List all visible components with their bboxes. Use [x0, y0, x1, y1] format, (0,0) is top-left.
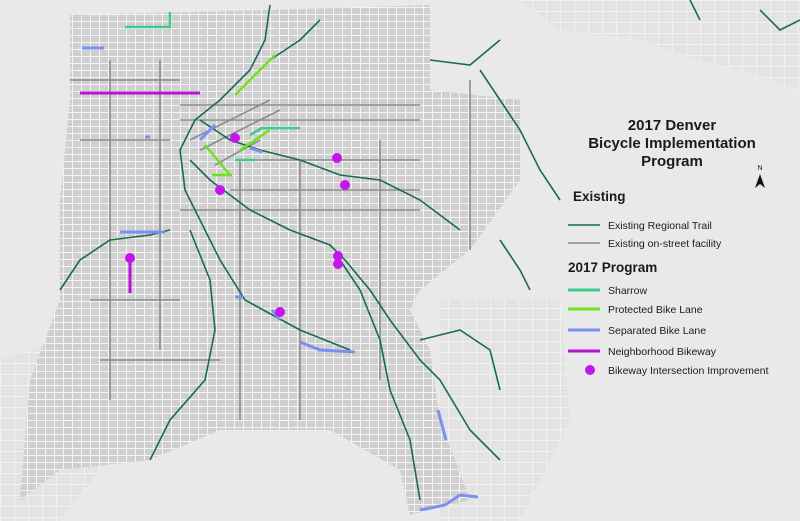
title-line: Program: [641, 153, 703, 170]
protected-bike-lane-part: [204, 54, 276, 177]
protected-bike-lane: [204, 54, 276, 177]
title-line: 2017 Denver: [628, 117, 717, 134]
regional-trail-part: [189, 159, 501, 461]
intersection-improvement-part: [333, 259, 343, 269]
sharrow: [125, 12, 300, 162]
north-arrow-icon: [755, 174, 765, 188]
suburb-part: [440, 300, 570, 521]
title: 2017 Denver Bicycle Implementation Progr…: [588, 117, 756, 170]
city-area: [20, 5, 520, 515]
intersection-improvement-part: [215, 185, 225, 195]
legend-item: Existing on-street facility: [608, 238, 722, 250]
legend-heading: Existing: [573, 189, 626, 204]
title-line: Bicycle Implementation: [588, 135, 756, 152]
legend: Existing Existing Regional Trail Existin…: [568, 189, 769, 377]
regional-trail-part: [419, 239, 531, 391]
neighborhood-bikeway-part: [80, 91, 200, 293]
intersection-improvement-part: [333, 251, 343, 261]
regional-trail-part: [269, 19, 501, 66]
north-label: N: [757, 165, 762, 172]
legend-item: Bikeway Intersection Improvement: [608, 365, 769, 377]
sharrow-part: [125, 12, 300, 162]
on-street-facility-part: [109, 60, 471, 420]
intersection-improvement-part: [340, 180, 350, 190]
regional-trail-part: [689, 0, 800, 31]
regional-trail-part: [339, 259, 421, 501]
on-street-facility: [70, 60, 471, 420]
regional-trail-part: [479, 69, 561, 201]
regional-trail-part: [149, 229, 216, 461]
intersection-improvement-part: [230, 133, 240, 143]
neighborhood-bikeway: [80, 91, 200, 293]
regional-trail-part: [179, 4, 351, 351]
legend-item: Existing Regional Trail: [608, 220, 712, 232]
legend-item: Separated Bike Lane: [608, 325, 706, 337]
on-street-facility-part: [189, 99, 281, 166]
legend-symbol: [585, 365, 595, 375]
legend-item: Neighborhood Bikeway: [608, 346, 717, 358]
legend-item: Protected Bike Lane: [608, 304, 703, 316]
intersection-improvement-part: [332, 153, 342, 163]
intersection-improvement: [125, 133, 350, 317]
north-arrow: N: [755, 165, 765, 188]
legend-item: Sharrow: [608, 285, 648, 297]
suburb-part: [430, 0, 800, 90]
intersection-improvement-part: [275, 307, 285, 317]
regional-trail: [59, 0, 800, 501]
on-street-facility-part: [70, 79, 220, 361]
legend-heading: 2017 Program: [568, 260, 657, 275]
intersection-improvement-part: [125, 253, 135, 263]
